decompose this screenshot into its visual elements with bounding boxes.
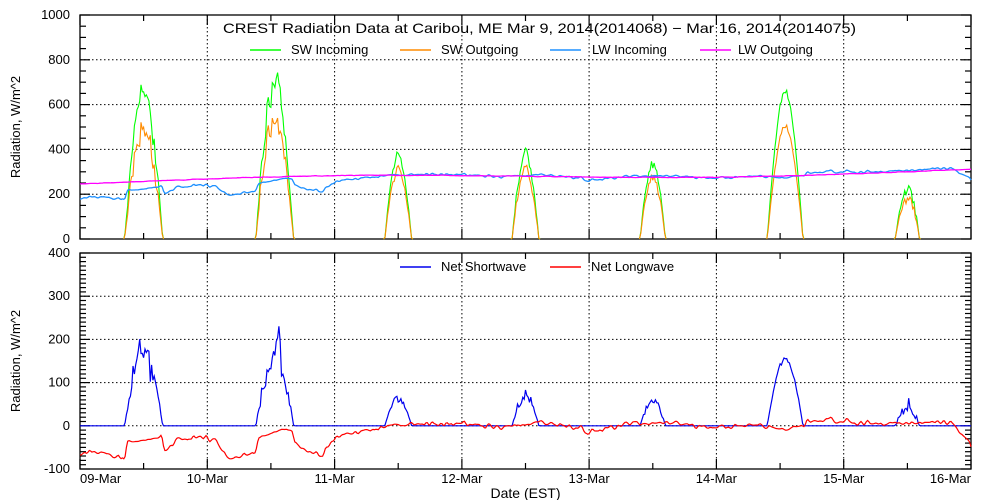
svg-text:200: 200: [48, 331, 70, 346]
svg-text:LW Outgoing: LW Outgoing: [738, 42, 813, 57]
svg-text:0: 0: [63, 231, 70, 246]
svg-text:Radiation, W/m^2: Radiation, W/m^2: [8, 310, 23, 412]
svg-text:LW Incoming: LW Incoming: [592, 42, 667, 57]
svg-text:0: 0: [63, 418, 70, 433]
svg-text:Net Longwave: Net Longwave: [591, 259, 674, 274]
svg-text:-100: -100: [44, 461, 70, 476]
svg-text:10-Mar: 10-Mar: [187, 471, 229, 486]
svg-text:13-Mar: 13-Mar: [569, 471, 611, 486]
svg-text:Net Shortwave: Net Shortwave: [441, 259, 526, 274]
svg-text:16-Mar: 16-Mar: [930, 471, 972, 486]
svg-text:09-Mar: 09-Mar: [80, 471, 122, 486]
svg-text:12-Mar: 12-Mar: [441, 471, 483, 486]
svg-text:SW Incoming: SW Incoming: [291, 42, 368, 57]
svg-text:11-Mar: 11-Mar: [314, 471, 355, 486]
svg-text:14-Mar: 14-Mar: [696, 471, 738, 486]
svg-text:100: 100: [48, 375, 70, 390]
svg-text:Radiation, W/m^2: Radiation, W/m^2: [8, 76, 23, 178]
svg-text:800: 800: [48, 52, 70, 67]
svg-text:Date (EST): Date (EST): [490, 485, 560, 500]
svg-text:300: 300: [48, 288, 70, 303]
svg-text:SW Outgoing: SW Outgoing: [441, 42, 518, 57]
svg-text:400: 400: [48, 245, 70, 260]
svg-text:CREST Radiation Data at Caribo: CREST Radiation Data at Caribou, ME Mar …: [223, 20, 856, 36]
svg-text:1000: 1000: [41, 7, 70, 22]
svg-text:400: 400: [48, 141, 70, 156]
svg-text:600: 600: [48, 97, 70, 112]
svg-text:200: 200: [48, 186, 70, 201]
svg-text:15-Mar: 15-Mar: [823, 471, 865, 486]
